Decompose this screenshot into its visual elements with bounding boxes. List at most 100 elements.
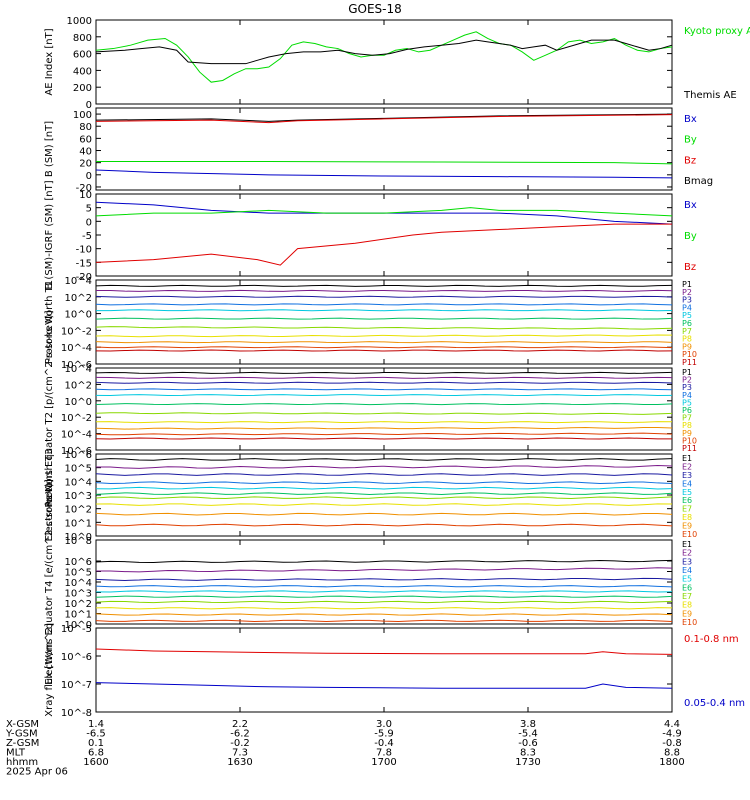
y-tick-label: 10^-6 bbox=[61, 652, 92, 663]
footer-value: 1630 bbox=[227, 757, 252, 768]
y-tick-label: 200 bbox=[73, 83, 92, 94]
series-by bbox=[96, 160, 673, 165]
footer-value: -0.2 bbox=[230, 738, 250, 749]
legend-entry: P3 bbox=[682, 383, 692, 392]
y-tick-label: 10^-4 bbox=[61, 430, 92, 441]
series-p4 bbox=[95, 388, 673, 391]
series-p5 bbox=[95, 394, 673, 397]
y-tick-label: 10^0 bbox=[65, 310, 92, 321]
legend-entry: P8 bbox=[682, 421, 692, 430]
y-tick-label: 10^-2 bbox=[61, 413, 92, 424]
footer-value: -5.4 bbox=[518, 729, 538, 740]
footer-value: 1600 bbox=[83, 757, 108, 768]
y-tick-label: -20 bbox=[76, 183, 92, 194]
series-bmag bbox=[95, 113, 673, 122]
panel-5: 10^4 10^2 10^0 10^-2 10^-4 10^-6 Protons Equat… bbox=[44, 310, 697, 507]
plot-title: GOES-18 bbox=[348, 2, 402, 16]
legend-entry: P5 bbox=[682, 311, 692, 320]
footer-row-label: hhmm bbox=[6, 757, 38, 768]
series-kyoto-proxy-ae bbox=[95, 31, 673, 83]
panel-frame bbox=[95, 193, 673, 277]
y-axis-label: B (SM) [nT] bbox=[44, 121, 55, 177]
panel-8: 10^-5 10^-6 10^-7 10^-8 Xray flux [W/m^2] 0.1… bbox=[44, 623, 745, 719]
y-tick-label: 10^6 bbox=[65, 450, 92, 461]
y-axis-label: Electrons Equator T4 [e/(cm^2-s-sr-keV)] bbox=[44, 479, 55, 685]
legend-entry: P10 bbox=[682, 350, 697, 359]
footer-value: -6.5 bbox=[86, 729, 106, 740]
series-p2 bbox=[95, 376, 673, 379]
panel-frame bbox=[95, 367, 673, 451]
series-e7 bbox=[95, 496, 673, 500]
y-tick-label: 60 bbox=[79, 134, 92, 145]
series-p11 bbox=[95, 349, 673, 352]
y-axis-label: Xray flux [W/m^2] bbox=[44, 623, 55, 717]
panel-6: 10^6 10^5 10^4 10^3 10^2 10^1 10^0 Electrons No… bbox=[44, 448, 697, 543]
y-tick-label: 10^2 bbox=[65, 505, 92, 516]
y-tick-label: 1000 bbox=[67, 16, 92, 27]
legend-entry: P4 bbox=[682, 391, 692, 400]
y-axis-label: Protons North T1 bbox=[44, 280, 55, 364]
legend-entry: P7 bbox=[682, 327, 692, 336]
series-e10 bbox=[95, 523, 673, 527]
legend-entry: E10 bbox=[682, 618, 697, 627]
y-tick-label: 10^2 bbox=[65, 380, 92, 391]
footer-value: 1.4 bbox=[88, 719, 104, 730]
series-e9 bbox=[95, 613, 673, 616]
legend-entry: E6 bbox=[682, 583, 692, 592]
series-themis-ae bbox=[95, 39, 673, 65]
panel-frame bbox=[95, 539, 673, 625]
footer-value: 4.4 bbox=[664, 719, 680, 730]
footer-value: -6.2 bbox=[230, 729, 250, 740]
legend-entry: E9 bbox=[682, 522, 692, 531]
y-tick-label: 10 bbox=[79, 190, 92, 201]
y-tick-label: 10^4 bbox=[65, 578, 92, 589]
series-0-1-0-8-nm bbox=[95, 648, 673, 655]
y-tick-label: 10^5 bbox=[65, 568, 92, 579]
series-e5 bbox=[95, 590, 673, 593]
footer-value: 7.8 bbox=[376, 748, 392, 759]
y-tick-label: 10^1 bbox=[65, 518, 92, 529]
y-tick-label: -5 bbox=[82, 231, 92, 242]
legend-entry: E10 bbox=[682, 530, 697, 539]
legend-entry: E7 bbox=[682, 592, 692, 601]
y-axis-label: Electrons North T3 bbox=[44, 448, 55, 541]
series-e3 bbox=[95, 577, 673, 581]
y-tick-label: 800 bbox=[73, 33, 92, 44]
footer-value: 6.8 bbox=[88, 748, 104, 759]
y-tick-label: 10^2 bbox=[65, 293, 92, 304]
footer-row-label: MLT bbox=[6, 748, 26, 759]
footer-value: -0.6 bbox=[518, 738, 538, 749]
y-tick-label: 10^-7 bbox=[61, 680, 92, 691]
series-p7 bbox=[95, 326, 673, 330]
series-p3 bbox=[95, 295, 673, 298]
legend-entry: Themis AE bbox=[683, 90, 737, 101]
legend-entry: By bbox=[684, 135, 697, 146]
y-tick-label: 10^0 bbox=[65, 620, 92, 631]
series-0-05-0-4-nm bbox=[95, 682, 673, 689]
panel-frame bbox=[95, 19, 673, 105]
legend-entry: E1 bbox=[682, 454, 692, 463]
legend-entry: E4 bbox=[682, 479, 692, 488]
y-tick-label: 10^4 bbox=[65, 364, 92, 375]
footer-value: -5.9 bbox=[374, 729, 394, 740]
series-e3 bbox=[95, 473, 673, 476]
y-tick-label: 10^-8 bbox=[61, 708, 92, 719]
legend-entry: P9 bbox=[682, 429, 692, 438]
y-tick-label: 0 bbox=[86, 100, 92, 111]
y-tick-label: 10^4 bbox=[65, 477, 92, 488]
legend-entry: Bx bbox=[684, 114, 697, 125]
series-p7 bbox=[95, 412, 673, 415]
legend-entry: P7 bbox=[682, 414, 692, 423]
legend-entry: 0.05-0.4 nm bbox=[684, 698, 745, 709]
series-e5 bbox=[95, 486, 673, 490]
series-e8 bbox=[95, 503, 673, 506]
y-tick-label: 10^-5 bbox=[61, 624, 92, 635]
legend-entry: Bz bbox=[684, 155, 696, 166]
legend-entry: E9 bbox=[682, 609, 692, 618]
y-tick-label: 10^6 bbox=[65, 557, 92, 568]
series-e6 bbox=[95, 595, 673, 598]
footer-value: 8.8 bbox=[664, 748, 680, 759]
y-axis-label: B (SM)-IGRF (SM) [nT] bbox=[44, 180, 55, 289]
series-p1 bbox=[95, 371, 673, 374]
